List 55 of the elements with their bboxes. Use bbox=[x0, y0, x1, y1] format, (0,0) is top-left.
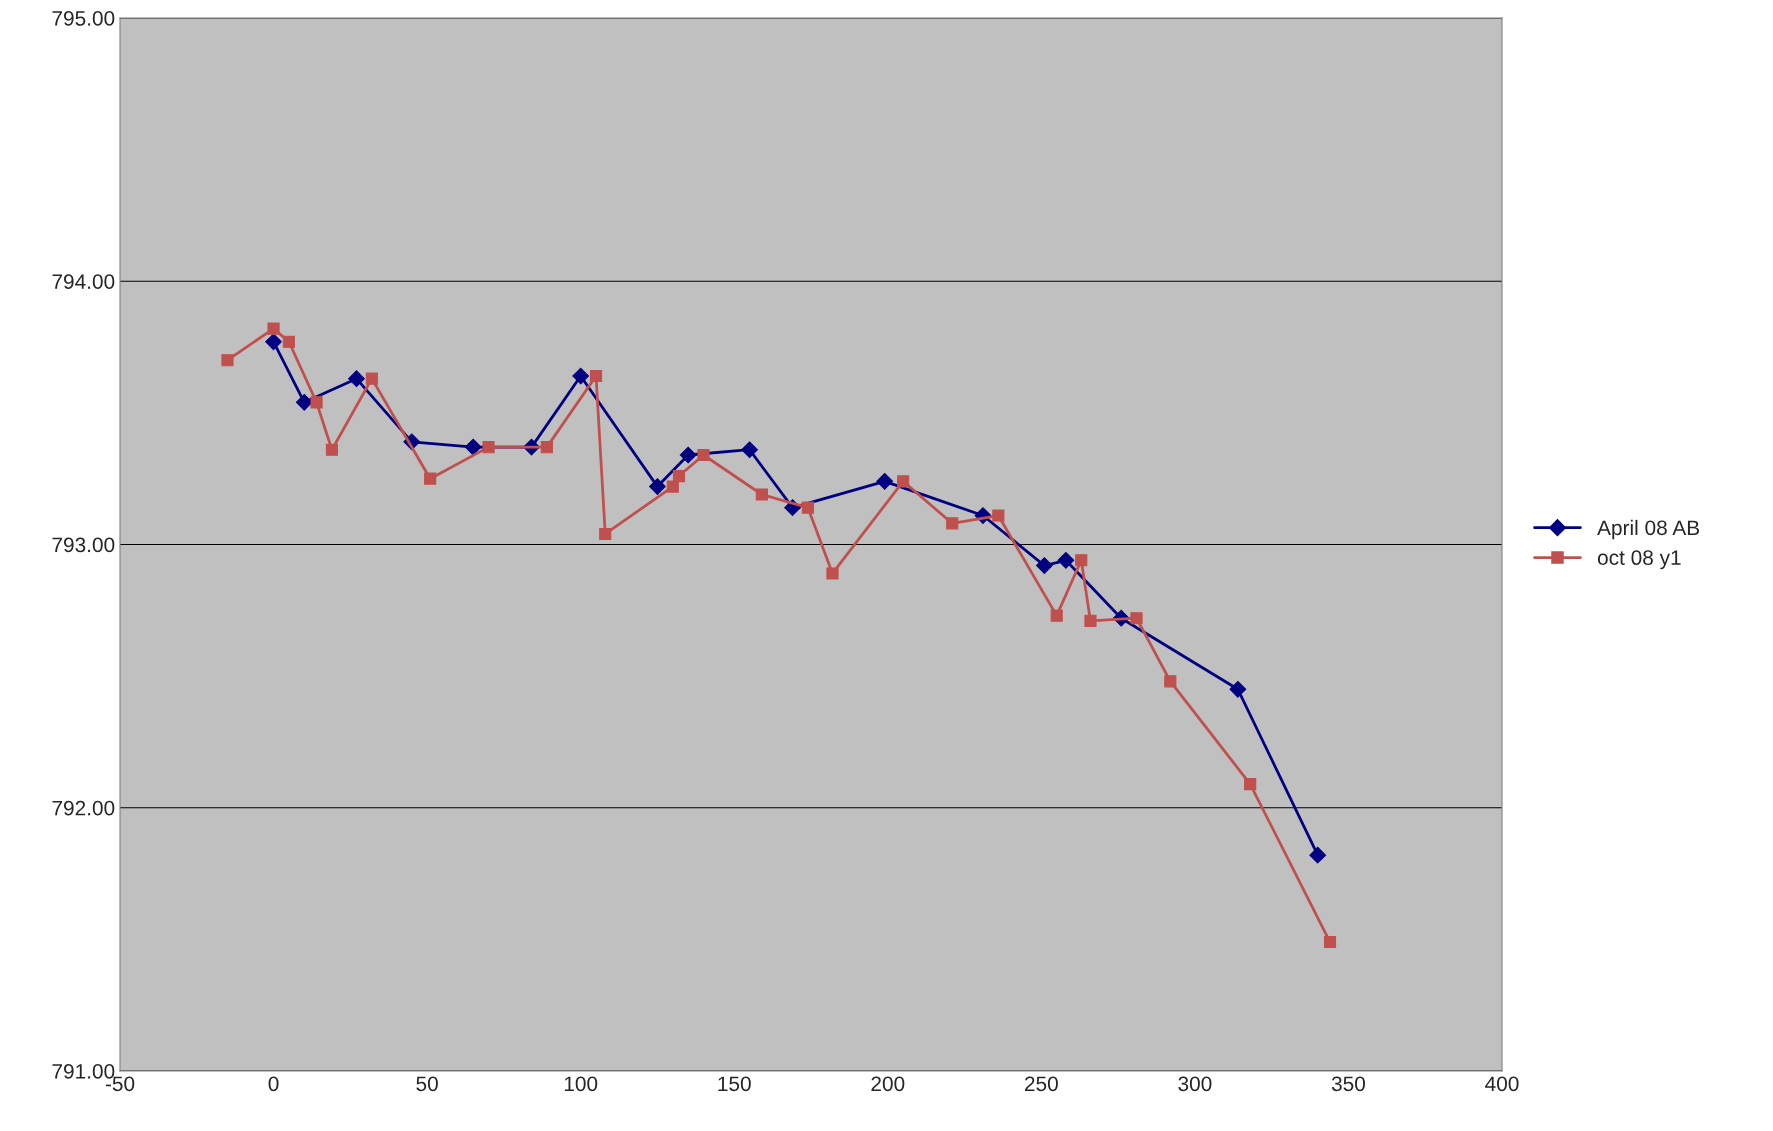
x-tick-label: 150 bbox=[718, 1076, 751, 1092]
point bbox=[221, 354, 234, 367]
legend-label: oct 08 y1 bbox=[1597, 550, 1681, 570]
point bbox=[1050, 609, 1063, 622]
point bbox=[1309, 846, 1327, 864]
point bbox=[464, 438, 482, 456]
x-tick-label: 300 bbox=[1178, 1076, 1212, 1092]
y-tick-label: 794.00 bbox=[52, 274, 115, 289]
x-tick-label: 100 bbox=[564, 1076, 598, 1092]
point bbox=[1229, 680, 1247, 698]
point bbox=[992, 509, 1005, 522]
point bbox=[572, 367, 590, 385]
point bbox=[946, 517, 959, 530]
y-tick-label: 793.00 bbox=[52, 537, 115, 553]
point bbox=[679, 446, 697, 464]
point bbox=[365, 372, 378, 385]
point bbox=[325, 443, 338, 456]
point bbox=[897, 475, 910, 488]
point bbox=[666, 480, 679, 493]
y-tick-label: 795.00 bbox=[52, 11, 115, 26]
point bbox=[1036, 557, 1053, 574]
point bbox=[310, 396, 323, 409]
point bbox=[697, 448, 710, 462]
point bbox=[265, 333, 282, 351]
point bbox=[282, 335, 295, 348]
legend-label: April 08 AB bbox=[1597, 519, 1700, 540]
point bbox=[1057, 551, 1075, 569]
point bbox=[599, 527, 612, 541]
point bbox=[482, 441, 495, 454]
point bbox=[1244, 777, 1257, 791]
point bbox=[589, 369, 603, 383]
point bbox=[755, 488, 768, 501]
point bbox=[1075, 554, 1088, 567]
point bbox=[1323, 935, 1337, 949]
point bbox=[672, 469, 686, 483]
point bbox=[540, 441, 553, 454]
x-tick-label: 50 bbox=[416, 1076, 438, 1092]
point bbox=[826, 567, 839, 580]
point bbox=[424, 472, 437, 485]
point bbox=[295, 393, 313, 411]
point bbox=[741, 441, 758, 459]
point bbox=[348, 370, 365, 388]
point bbox=[1164, 675, 1177, 688]
x-tick-label: 350 bbox=[1331, 1076, 1366, 1092]
x-tick-label: 400 bbox=[1485, 1076, 1519, 1092]
point bbox=[876, 472, 894, 490]
point bbox=[801, 501, 814, 514]
y-tick-label: 792.00 bbox=[52, 800, 115, 816]
point bbox=[267, 322, 280, 335]
point bbox=[1084, 614, 1097, 627]
x-tick-label: 200 bbox=[871, 1076, 905, 1092]
point bbox=[1130, 612, 1143, 625]
point bbox=[649, 478, 666, 495]
x-tick-label: 0 bbox=[268, 1076, 279, 1092]
x-tick-label: 250 bbox=[1025, 1076, 1058, 1092]
